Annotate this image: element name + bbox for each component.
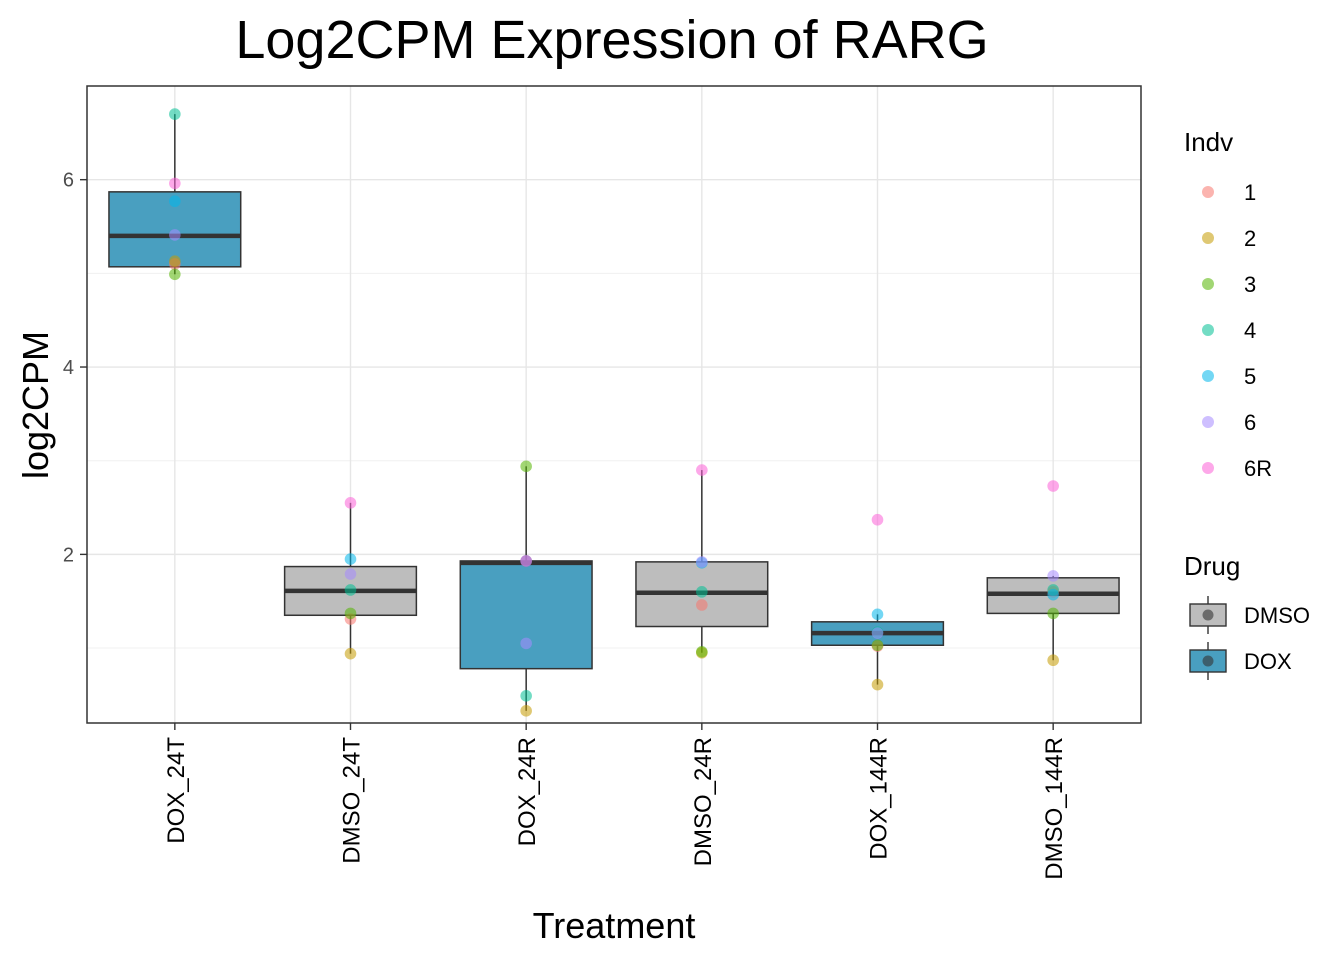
- y-axis: 2 4 6: [63, 170, 87, 566]
- legend-label-drug: DMSO: [1244, 603, 1310, 628]
- legend-key-indv: [1202, 324, 1214, 336]
- legend-label-indv: 3: [1244, 272, 1256, 297]
- legend-label-indv: 6R: [1244, 456, 1272, 481]
- box-body: [459, 560, 593, 670]
- x-tick-label: DMSO_144R: [1041, 737, 1068, 880]
- point-indv-1: [696, 599, 708, 611]
- point-indv-5: [344, 553, 357, 565]
- point-series: [169, 108, 1059, 717]
- legend-indv-title: Indv: [1184, 127, 1233, 157]
- legend-indv-items: 1 2 3 4 5 6 6R: [1202, 180, 1272, 481]
- point-indv-5: [871, 608, 884, 621]
- point-indv-4: [696, 586, 708, 598]
- plot-area: [86, 85, 1142, 724]
- point-indv-6: [696, 556, 708, 568]
- x-tick-label: DOX_24R: [514, 737, 541, 846]
- legend-key-drug: [1189, 642, 1227, 680]
- point-indv-6R: [1047, 480, 1059, 492]
- plot-border: [86, 85, 1142, 724]
- legend-key-indv: [1202, 186, 1214, 198]
- point-indv-2: [169, 255, 181, 267]
- legend-label-indv: 4: [1244, 318, 1256, 343]
- chart-title: Log2CPM Expression of RARG: [235, 10, 988, 70]
- point-indv-2: [1047, 654, 1059, 667]
- legend-label-indv: 1: [1244, 180, 1256, 205]
- point-indv-6: [344, 568, 357, 580]
- x-tick-label: DMSO_24T: [339, 737, 366, 864]
- point-indv-6R: [169, 177, 181, 190]
- point-indv-4: [520, 690, 532, 702]
- point-indv-6R: [344, 497, 357, 509]
- x-tick-label: DOX_24T: [163, 737, 190, 844]
- point-indv-6R: [520, 555, 532, 567]
- point-indv-5: [169, 195, 181, 208]
- point-indv-6R: [871, 513, 884, 526]
- legend-key-indv: [1202, 416, 1214, 428]
- y-tick-label: 6: [63, 170, 74, 192]
- plot-background: [87, 86, 1141, 723]
- point-indv-2: [520, 705, 532, 717]
- point-indv-4: [344, 584, 357, 596]
- legend-label-indv: 2: [1244, 226, 1256, 251]
- point-indv-3: [520, 460, 532, 473]
- legend-label-indv: 6: [1244, 410, 1256, 435]
- point-indv-6: [871, 627, 884, 639]
- legend-key-indv: [1202, 370, 1214, 382]
- legend-label-indv: 5: [1244, 364, 1256, 389]
- legend-key-indv: [1202, 232, 1214, 244]
- box-DOX_24R: [459, 466, 593, 711]
- point-indv-6: [169, 229, 181, 241]
- point-indv-3: [169, 268, 181, 281]
- legend: Indv 1 2 3 4 5 6 6R Drug DMSO DOX: [1184, 127, 1310, 680]
- point-indv-5: [1047, 588, 1059, 601]
- point-indv-3: [696, 646, 708, 658]
- legend-label-drug: DOX: [1244, 649, 1292, 674]
- point-indv-6R: [696, 464, 708, 476]
- x-tick-label: DOX_144R: [866, 737, 893, 860]
- legend-drug-title: Drug: [1184, 551, 1240, 581]
- x-axis-title: Treatment: [533, 905, 696, 946]
- y-tick-label: 4: [63, 357, 74, 379]
- point-indv-6: [520, 637, 532, 650]
- legend-key-drug: [1189, 596, 1227, 634]
- legend-key-indv: [1202, 278, 1214, 290]
- point-indv-6: [1047, 570, 1059, 582]
- x-tick-label: DMSO_24R: [690, 737, 717, 866]
- point-indv-3: [1047, 607, 1059, 620]
- x-axis: DOX_24T DMSO_24T DOX_24R DMSO_24R DOX_144R DM…: [163, 723, 1068, 880]
- point-indv-3: [344, 607, 357, 620]
- point-indv-2: [871, 678, 884, 691]
- legend-drug-items: DMSO DOX: [1189, 596, 1310, 680]
- point-indv-2: [344, 647, 357, 660]
- point-indv-4: [169, 108, 181, 120]
- point-indv-3: [871, 639, 884, 652]
- y-axis-title: log2CPM: [15, 331, 56, 479]
- legend-key-point: [1202, 655, 1214, 667]
- legend-key-indv: [1202, 462, 1214, 474]
- legend-key-point: [1202, 609, 1214, 621]
- y-tick-label: 2: [63, 544, 74, 566]
